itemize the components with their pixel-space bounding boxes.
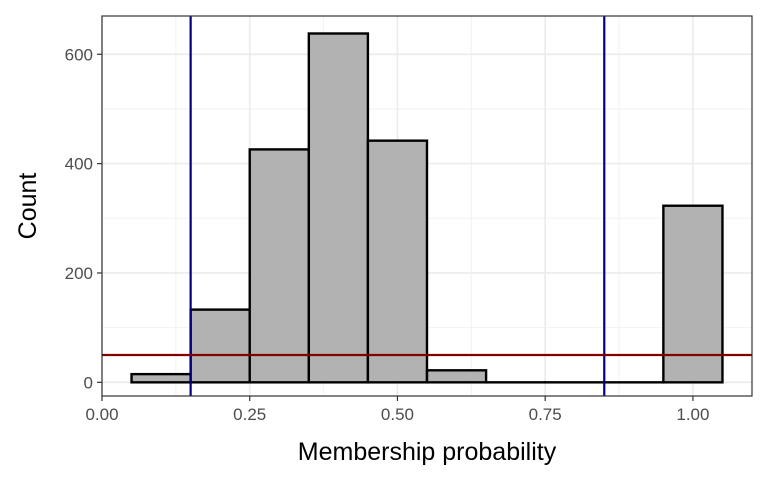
x-axis-ticks: 0.00 0.25 0.50 0.75 1.00 <box>85 396 709 424</box>
y-tick-label: 200 <box>65 264 93 283</box>
histogram-bar <box>307 32 370 384</box>
y-tick-label: 0 <box>84 373 93 392</box>
x-tick-label: 1.00 <box>676 405 709 424</box>
histogram-bar <box>248 148 311 384</box>
histogram-bar <box>425 369 488 384</box>
reference-lines <box>102 16 752 396</box>
histogram-bar <box>366 139 429 384</box>
histogram-bar <box>189 308 251 384</box>
x-tick-label: 0.50 <box>381 405 414 424</box>
x-axis-title: Membership probability <box>298 438 557 466</box>
x-tick-label: 0.25 <box>233 405 266 424</box>
y-tick-label: 400 <box>65 155 93 174</box>
histogram-bar <box>130 372 192 384</box>
panel-border <box>101 15 753 397</box>
x-tick-label: 0.75 <box>529 405 562 424</box>
histogram-bar <box>662 204 724 384</box>
y-axis-title: Count <box>14 173 42 240</box>
x-tick-label: 0.00 <box>85 405 118 424</box>
histogram-bars <box>130 32 724 384</box>
y-axis-ticks: 0 200 400 600 <box>65 45 102 392</box>
y-tick-label: 600 <box>65 45 93 64</box>
